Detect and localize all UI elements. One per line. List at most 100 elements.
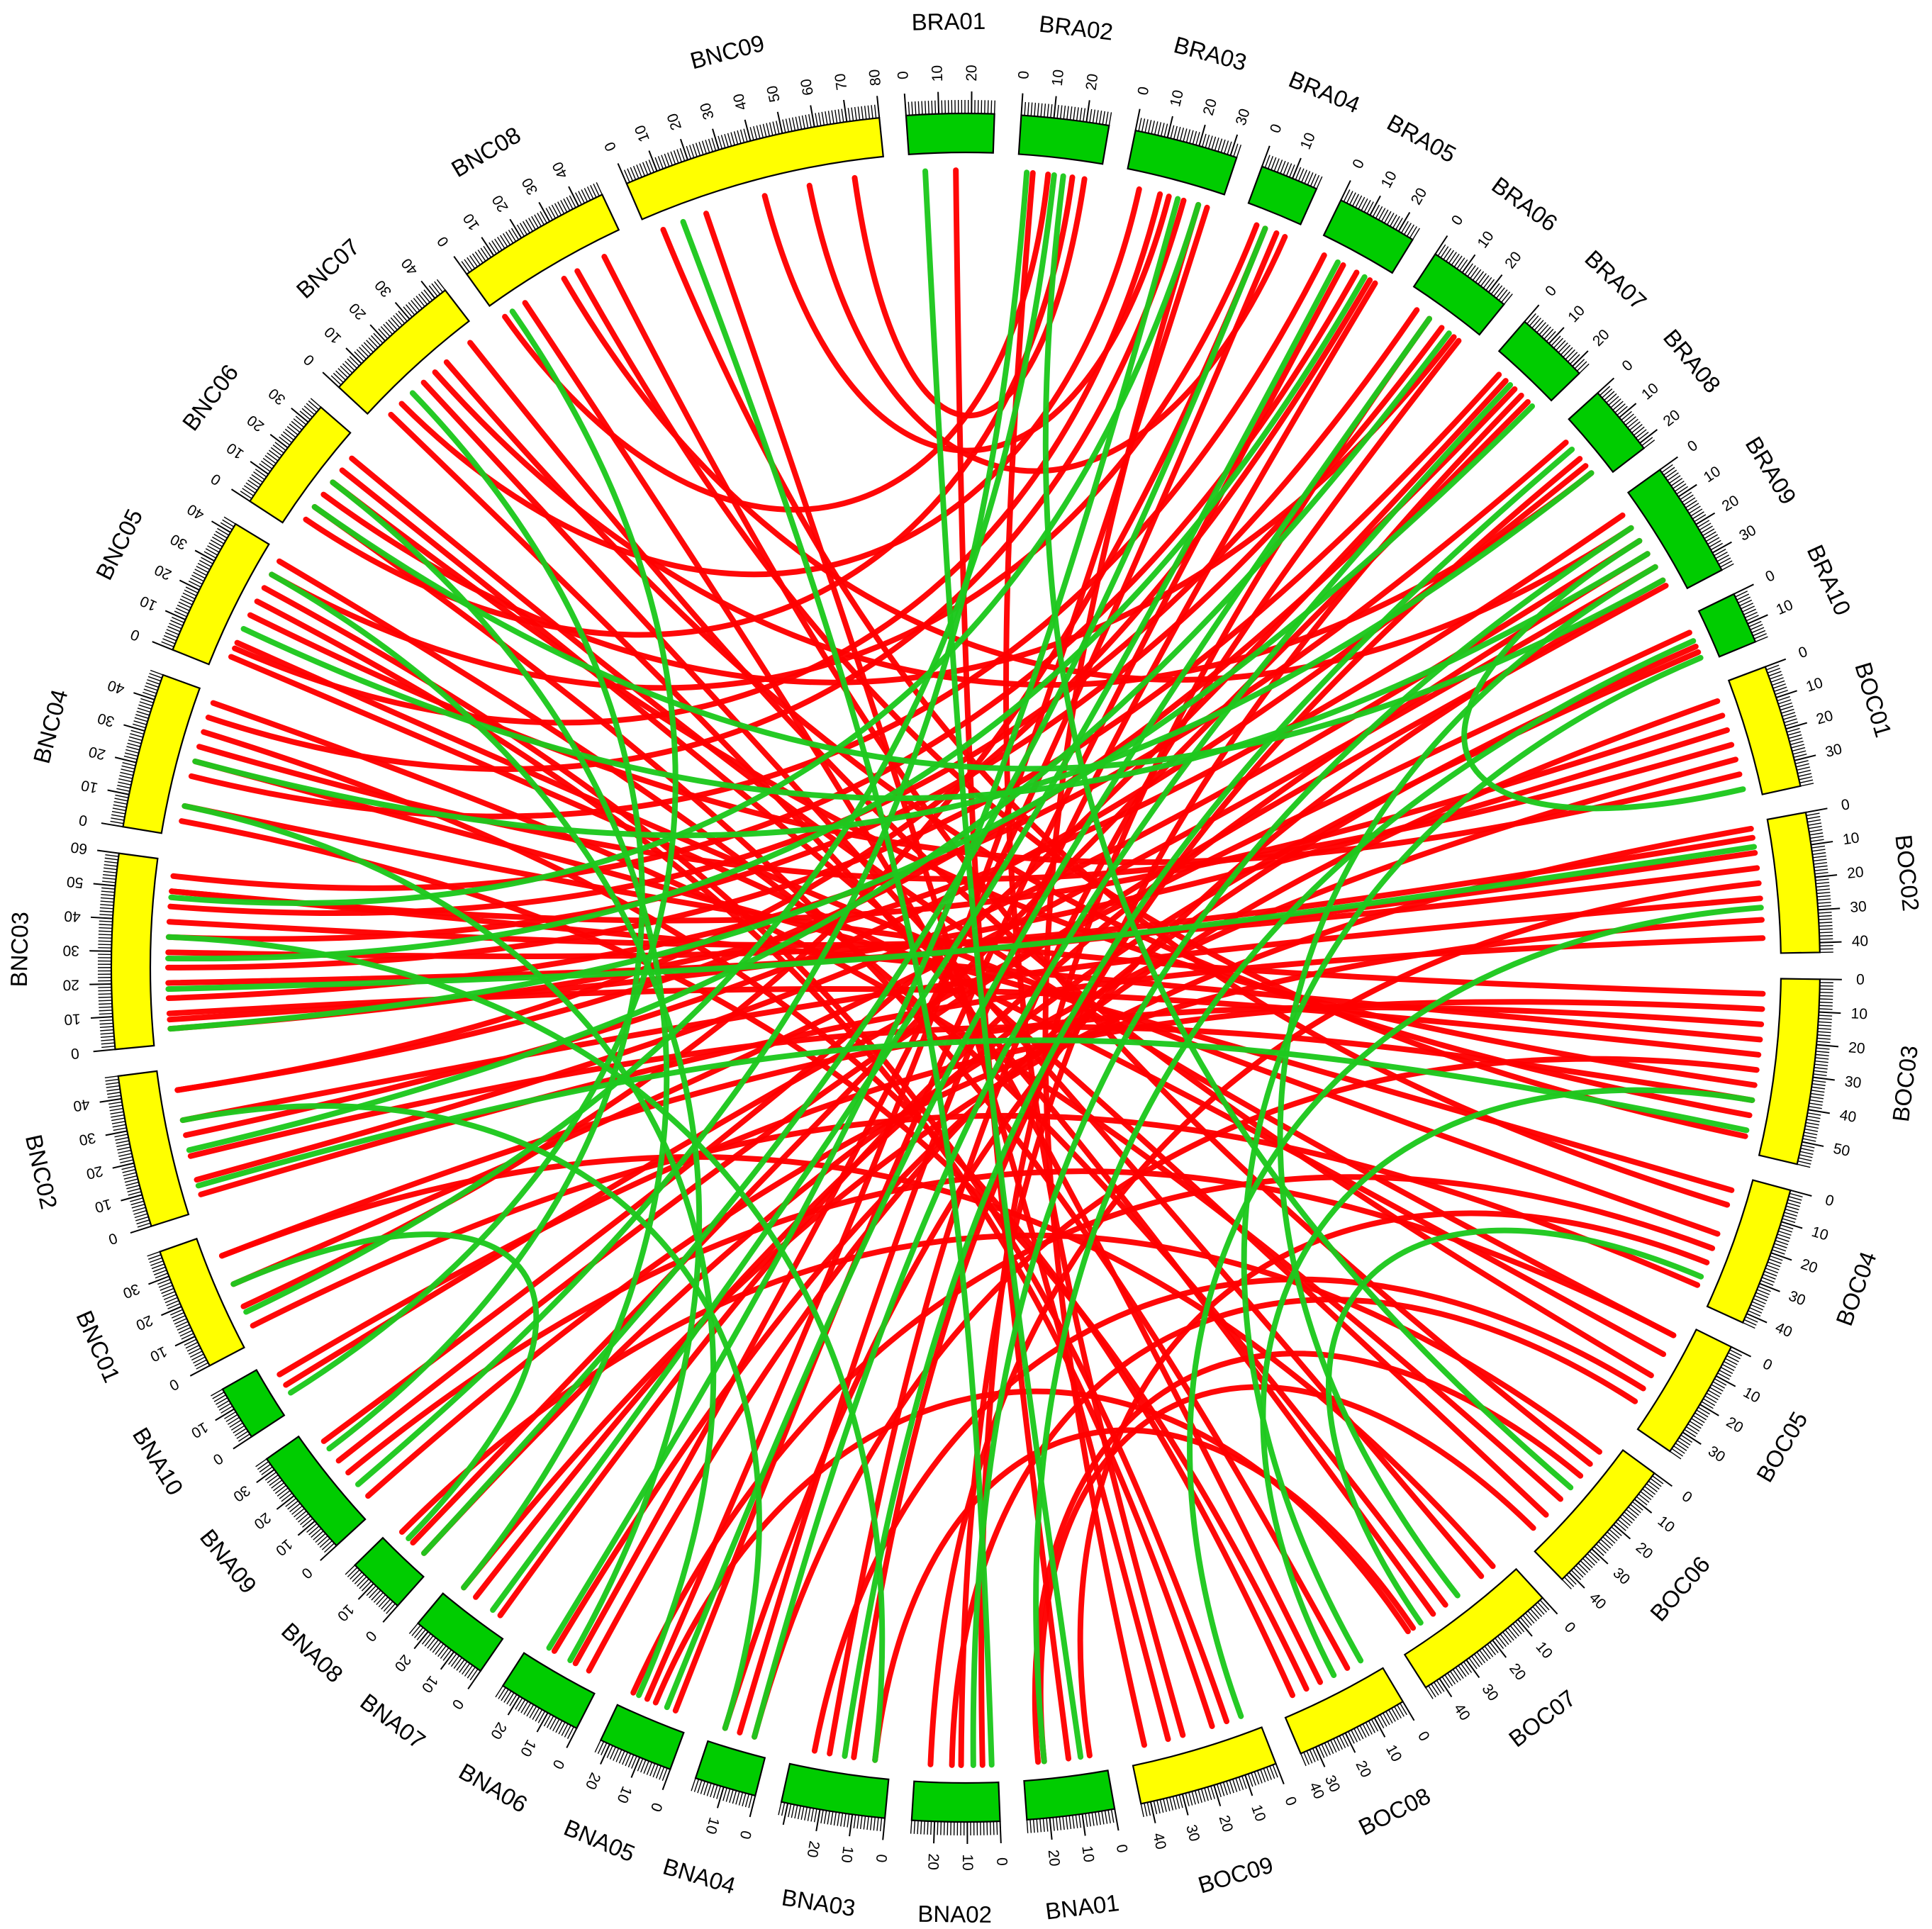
tick-mark (269, 433, 289, 449)
tick-mark (807, 1807, 811, 1821)
tick-mark (196, 1362, 208, 1370)
synteny-link (205, 197, 1187, 772)
chromosome-label: BNA04 (660, 1853, 739, 1899)
tick-label: 40 (72, 1095, 91, 1114)
tick-mark (1591, 1548, 1609, 1565)
tick-mark (1378, 208, 1386, 220)
tick-mark (1202, 133, 1207, 147)
tick-label: 0 (301, 351, 318, 369)
tick-mark (361, 344, 372, 355)
tick-mark (1425, 1687, 1434, 1699)
tick-mark (1748, 1310, 1761, 1317)
tick-mark (114, 756, 137, 764)
tick-mark (107, 789, 130, 795)
chromosome-band (265, 1435, 367, 1547)
tick-mark (1412, 228, 1420, 240)
tick-mark (1643, 440, 1655, 449)
tick-mark (118, 1153, 132, 1157)
tick-mark (1388, 1709, 1396, 1722)
tick-mark (788, 118, 793, 132)
tick-mark (123, 724, 145, 732)
tick-mark (1809, 832, 1824, 836)
tick-mark (827, 111, 832, 125)
tick-mark (841, 108, 844, 123)
tick-label: 0 (210, 1450, 225, 1468)
tick-mark (1798, 1157, 1812, 1162)
synteny-link (168, 201, 1202, 906)
synteny-link (192, 470, 1595, 839)
tick-mark (1222, 1782, 1228, 1796)
tick-mark (116, 1143, 130, 1148)
tick-mark (1706, 1392, 1719, 1401)
tick-mark (1728, 1352, 1741, 1360)
tick-mark (448, 1653, 457, 1665)
tick-mark (145, 682, 160, 688)
tick-mark (215, 530, 228, 539)
tick-mark (1816, 1037, 1831, 1040)
tick-mark (99, 927, 113, 929)
synteny-link (194, 537, 1643, 1183)
tick-mark (1785, 1205, 1799, 1211)
tick-mark (295, 415, 307, 425)
tick-mark (1465, 1659, 1480, 1679)
tick-mark (1814, 1067, 1828, 1070)
tick-mark (137, 708, 151, 713)
tick-mark (1563, 1577, 1575, 1587)
tick-mark (1539, 324, 1549, 335)
tick-mark (1667, 472, 1679, 481)
tick-mark (863, 1816, 866, 1830)
tick-mark (105, 1130, 128, 1136)
tick-mark (1813, 859, 1827, 862)
tick-label: 10 (138, 593, 160, 615)
tick-mark (700, 1781, 705, 1794)
tick-mark (271, 1480, 283, 1489)
tick-mark (1772, 1246, 1787, 1252)
tick-mark (727, 133, 732, 147)
tick-mark (270, 447, 282, 457)
tick-mark (1387, 213, 1395, 225)
tick-mark (213, 1394, 226, 1402)
tick-mark (134, 1213, 148, 1219)
tick-mark (1811, 845, 1826, 849)
tick-mark (112, 1162, 135, 1169)
tick-mark (111, 814, 125, 818)
tick-mark (285, 1497, 297, 1507)
synteny-link (330, 479, 1758, 1088)
tick-mark (1468, 1657, 1478, 1670)
tick-mark (1092, 109, 1096, 123)
tick-mark (831, 110, 834, 124)
tick-mark (1812, 855, 1826, 859)
tick-mark (1573, 1567, 1584, 1578)
tick-mark (1529, 315, 1539, 327)
tick-mark (1042, 1818, 1045, 1833)
tick-mark (1541, 326, 1551, 337)
tick-mark (637, 1758, 644, 1772)
synteny-link (432, 369, 1595, 688)
tick-mark (160, 1285, 173, 1291)
tick-mark (229, 1419, 242, 1428)
tick-mark (1669, 1450, 1682, 1460)
tick-mark (1709, 1387, 1722, 1394)
tick-mark (996, 1821, 998, 1835)
tick-mark (1395, 218, 1403, 230)
tick-mark (1812, 852, 1826, 855)
tick-label: 20 (1352, 1758, 1374, 1780)
tick-mark (1037, 103, 1039, 117)
tick-mark (596, 182, 603, 195)
tick-mark (1349, 192, 1356, 205)
tick-mark (649, 1763, 656, 1777)
tick-mark (1814, 1060, 1828, 1063)
tick-mark (1301, 169, 1307, 183)
tick-mark (382, 1605, 398, 1623)
tick-mark (1750, 1304, 1764, 1311)
tick-mark (1030, 102, 1033, 116)
tick-mark (1089, 108, 1093, 123)
tick-mark (769, 122, 774, 136)
tick-mark (1383, 1713, 1390, 1726)
tick-mark (1778, 1230, 1792, 1236)
tick-label: 0 (1113, 1843, 1131, 1855)
tick-mark (1346, 191, 1353, 203)
tick-mark (1138, 118, 1142, 132)
tick-mark (670, 151, 676, 164)
